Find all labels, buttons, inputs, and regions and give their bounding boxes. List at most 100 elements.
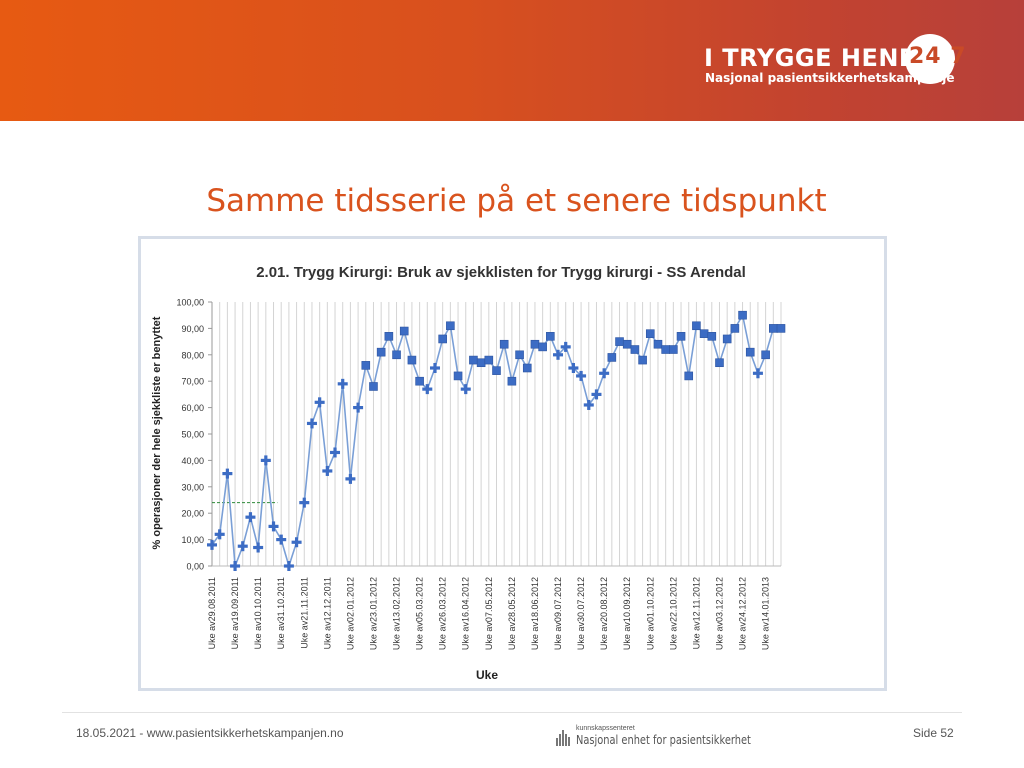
data-point-plus [207, 539, 217, 550]
data-point-plus [306, 418, 317, 429]
y-tick-label: 30,00 [181, 482, 204, 492]
data-point-plus [322, 465, 333, 476]
x-tick-label: Uke av10.10.2011 [253, 577, 263, 649]
y-tick-label: 20,00 [181, 509, 204, 519]
data-point-square [492, 366, 501, 375]
data-point-square [469, 355, 478, 365]
data-point-square [699, 329, 709, 338]
data-point-plus [299, 497, 310, 508]
data-point-plus [237, 541, 248, 552]
x-tick-label: Uke av14.01.2013 [761, 577, 771, 650]
data-point-plus [560, 341, 571, 352]
x-tick-label: Uke av09.07.2012 [553, 577, 563, 650]
data-point-square [722, 334, 732, 344]
data-point-plus [268, 521, 279, 532]
data-point-square [684, 371, 694, 381]
data-point-plus [314, 397, 325, 408]
data-point-square [499, 339, 509, 349]
data-point-plus [214, 529, 225, 540]
data-point-square [438, 334, 447, 344]
data-point-square [707, 332, 717, 341]
y-tick-label: 10,00 [181, 535, 204, 545]
data-point-square [653, 339, 663, 349]
data-point-plus [291, 537, 302, 548]
y-tick-label: 60,00 [181, 403, 204, 413]
data-point-plus [330, 447, 341, 458]
x-axis-label: Uke [476, 668, 498, 682]
data-point-plus [260, 455, 271, 466]
x-tick-label: Uke av30.07.2012 [576, 577, 586, 650]
x-tick-label: Uke av01.10.2012 [645, 577, 655, 650]
data-point-square [522, 363, 532, 373]
data-point-plus [576, 370, 587, 381]
chart-frame: 2.01. Trygg Kirurgi: Bruk av sjekklisten… [138, 236, 887, 691]
header-banner: I TRYGGE HENDER Nasjonal pasientsikkerhe… [0, 0, 1024, 121]
y-tick-label: 50,00 [181, 430, 204, 440]
x-tick-label: Uke av31.10.2011 [276, 577, 286, 649]
data-point-plus [583, 399, 594, 410]
data-point-square [661, 345, 670, 354]
slide-title: Samme tidsserie på et senere tidspunkt [206, 183, 827, 219]
data-point-square [776, 324, 786, 333]
data-point-square [622, 339, 632, 349]
data-point-square [715, 358, 724, 368]
data-point-square [692, 321, 701, 331]
data-point-square [638, 355, 647, 365]
data-point-square [453, 371, 463, 381]
data-point-square [507, 376, 517, 386]
x-tick-label: Uke av07.05.2012 [484, 577, 494, 650]
data-point-square [392, 350, 401, 360]
brand-subtitle: Nasjonal pasientsikkerhetskampanje [705, 71, 955, 85]
data-point-square [376, 347, 386, 357]
y-tick-label: 0,00 [186, 562, 204, 572]
x-tick-label: Uke av03.12.2012 [714, 577, 724, 650]
data-point-square [484, 355, 494, 365]
x-tick-label: Uke av20.08.2012 [599, 577, 609, 650]
footer-page-number: Side 52 [913, 726, 954, 740]
data-point-square [630, 345, 640, 354]
data-point-square [446, 321, 455, 331]
data-point-square [384, 332, 394, 341]
data-point-plus [276, 534, 287, 545]
chart: 2.01. Trygg Kirurgi: Bruk av sjekklisten… [151, 264, 786, 682]
data-point-square [761, 350, 770, 360]
data-point-plus [345, 473, 356, 484]
x-tick-label: Uke av16.04.2012 [461, 577, 471, 650]
footer-logo-icon [556, 728, 572, 746]
data-point-plus [245, 512, 256, 523]
x-tick-label: Uke av22.10.2012 [668, 577, 678, 650]
data-point-plus [599, 368, 610, 379]
x-tick-label: Uke av19.09.2011 [230, 577, 240, 649]
data-point-square [676, 332, 686, 341]
chart-title: 2.01. Trygg Kirurgi: Bruk av sjekklisten… [256, 264, 746, 281]
x-tick-label: Uke av13.02.2012 [392, 577, 402, 650]
x-tick-label: Uke av18.06.2012 [530, 577, 540, 650]
data-point-plus [353, 402, 364, 413]
data-point-plus [337, 378, 348, 389]
data-point-square [530, 339, 540, 349]
data-point-plus [568, 363, 579, 373]
brand-logo-circle [905, 34, 955, 84]
data-point-square [546, 332, 555, 341]
data-point-plus [253, 542, 264, 553]
data-point-plus [460, 384, 471, 395]
data-point-plus [429, 363, 440, 373]
data-point-square [515, 350, 524, 360]
x-tick-label: Uke av10.09.2012 [622, 577, 632, 650]
data-point-square [745, 347, 755, 357]
x-tick-label: Uke av29.08.2011 [207, 577, 217, 649]
data-point-square [769, 324, 778, 333]
x-tick-label: Uke av12.12.2011 [322, 577, 332, 649]
data-point-plus [222, 468, 233, 479]
data-point-plus [283, 561, 294, 571]
y-tick-label: 90,00 [181, 324, 204, 334]
data-point-plus [230, 561, 241, 571]
footer-divider [62, 712, 962, 713]
data-point-square [615, 337, 624, 346]
x-tick-label: Uke av12.11.2012 [691, 577, 701, 649]
data-point-plus [752, 368, 763, 379]
footer-logo-text: Nasjonal enhet for pasientsikkerhet [576, 733, 751, 747]
data-point-square [730, 324, 740, 333]
x-tick-label: Uke av28.05.2012 [507, 577, 517, 650]
data-point-square [361, 361, 371, 370]
